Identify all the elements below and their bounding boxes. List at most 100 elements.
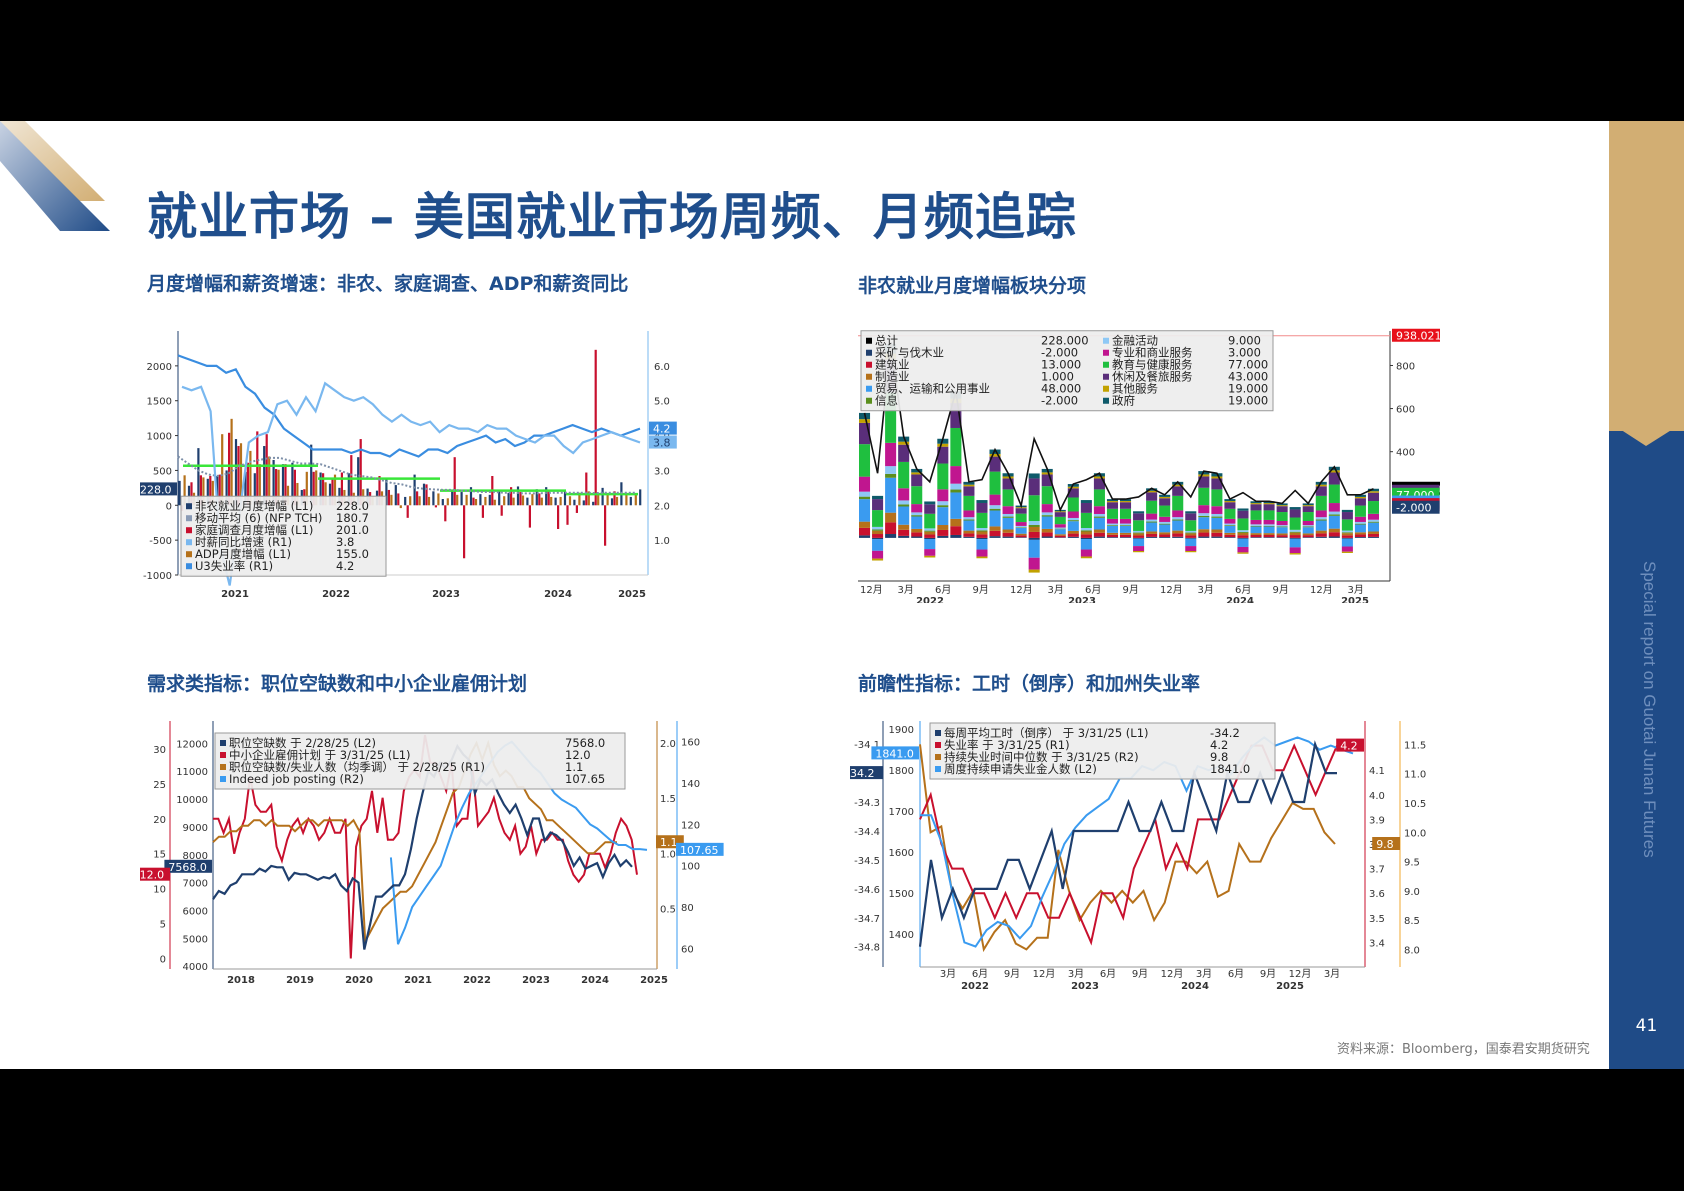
svg-text:12.0: 12.0 xyxy=(140,869,164,882)
svg-text:19.000: 19.000 xyxy=(1228,394,1268,408)
value-tag xyxy=(140,867,170,881)
sidebar: Special report on Guotai Junan Futures xyxy=(1609,121,1684,1069)
svg-text:2022: 2022 xyxy=(463,975,491,986)
svg-text:-34.5: -34.5 xyxy=(854,856,880,867)
svg-text:2024: 2024 xyxy=(544,589,572,600)
value-tag xyxy=(871,746,919,760)
svg-text:11.0: 11.0 xyxy=(1404,770,1426,781)
svg-text:教育与健康服务: 教育与健康服务 xyxy=(1112,358,1193,372)
svg-text:9.5: 9.5 xyxy=(1404,858,1420,869)
svg-text:3月: 3月 xyxy=(1198,584,1214,596)
svg-text:107.65: 107.65 xyxy=(565,772,605,786)
svg-text:2021: 2021 xyxy=(404,975,432,986)
svg-text:4000: 4000 xyxy=(183,962,208,973)
section-heading-demand: 需求类指标：职位空缺数和中小企业雇佣计划 xyxy=(147,673,528,695)
svg-text:3.7: 3.7 xyxy=(1369,865,1385,876)
svg-text:2025: 2025 xyxy=(640,975,668,986)
svg-text:8000: 8000 xyxy=(183,851,208,862)
svg-text:1.1: 1.1 xyxy=(565,760,583,774)
svg-text:3.9: 3.9 xyxy=(1369,815,1385,826)
svg-text:140: 140 xyxy=(681,779,700,790)
svg-text:失业率 于 3/31/25 (R1): 失业率 于 3/31/25 (R1) xyxy=(944,738,1070,752)
svg-text:228.0: 228.0 xyxy=(140,483,172,496)
svg-text:6月: 6月 xyxy=(935,584,951,596)
svg-text:1600: 1600 xyxy=(889,848,914,859)
svg-text:4.2: 4.2 xyxy=(653,423,671,436)
svg-text:U3失业率 (R1): U3失业率 (R1) xyxy=(195,559,273,573)
value-tag xyxy=(1372,837,1400,850)
value-tag xyxy=(1392,500,1440,514)
svg-text:10.5: 10.5 xyxy=(1404,799,1426,810)
svg-text:3月: 3月 xyxy=(1348,584,1364,596)
svg-text:800: 800 xyxy=(1396,361,1415,372)
svg-text:5.0: 5.0 xyxy=(654,397,670,408)
svg-text:4.0: 4.0 xyxy=(1369,791,1385,802)
svg-text:6月: 6月 xyxy=(1100,968,1116,980)
svg-text:0: 0 xyxy=(166,501,172,512)
svg-text:100: 100 xyxy=(681,862,700,873)
series-line xyxy=(177,455,636,495)
svg-text:3月: 3月 xyxy=(940,968,956,980)
svg-text:9月: 9月 xyxy=(1123,584,1139,596)
svg-text:3月: 3月 xyxy=(1048,584,1064,596)
chart-payrolls: 2000150010005000-500-10006.05.04.03.02.0… xyxy=(140,313,720,603)
svg-text:7000: 7000 xyxy=(183,879,208,890)
svg-text:2.0: 2.0 xyxy=(654,501,670,512)
value-tag xyxy=(649,421,677,435)
source-note: 资料来源：Bloomberg，国泰君安期货研究 xyxy=(1337,1042,1590,1057)
svg-text:6000: 6000 xyxy=(183,906,208,917)
svg-text:3.5: 3.5 xyxy=(1369,914,1385,925)
page-title: 就业市场 – 美国就业市场周频、月频追踪 xyxy=(147,188,1077,246)
svg-text:160: 160 xyxy=(681,738,700,749)
svg-text:-500: -500 xyxy=(149,536,172,547)
svg-text:2022: 2022 xyxy=(961,981,989,992)
svg-text:15: 15 xyxy=(153,850,166,861)
value-tag xyxy=(676,842,724,856)
svg-text:Indeed job posting (R2): Indeed job posting (R2) xyxy=(229,772,364,786)
svg-text:总计: 总计 xyxy=(875,334,898,348)
svg-text:职位空缺数 于 2/28/25 (L2): 职位空缺数 于 2/28/25 (L2) xyxy=(229,736,376,750)
svg-text:120: 120 xyxy=(681,820,700,831)
svg-text:-34.8: -34.8 xyxy=(854,943,880,954)
svg-text:金融活动: 金融活动 xyxy=(1112,334,1158,348)
section-heading-sectors: 非农就业月度增幅板块分项 xyxy=(858,275,1087,297)
svg-text:11.5: 11.5 xyxy=(1404,740,1426,751)
svg-text:2023: 2023 xyxy=(1071,981,1099,992)
svg-text:2018: 2018 xyxy=(227,975,255,986)
svg-text:9.000: 9.000 xyxy=(1228,334,1261,348)
svg-text:-34.7: -34.7 xyxy=(854,914,880,925)
svg-text:10.0: 10.0 xyxy=(1404,828,1426,839)
value-tag xyxy=(1392,328,1440,342)
corner-decoration xyxy=(0,121,110,231)
svg-text:1000: 1000 xyxy=(147,432,172,443)
svg-text:9.0: 9.0 xyxy=(1404,887,1420,898)
chevron-shape xyxy=(1609,416,1684,446)
legend-box xyxy=(214,732,626,790)
svg-text:贸易、运输和公用事业: 贸易、运输和公用事业 xyxy=(875,382,990,396)
svg-text:-34.6: -34.6 xyxy=(854,885,880,896)
svg-text:2021: 2021 xyxy=(221,589,249,600)
svg-text:12.0: 12.0 xyxy=(565,748,591,762)
svg-text:12月: 12月 xyxy=(1033,968,1056,980)
svg-text:-1000: -1000 xyxy=(143,571,172,582)
svg-text:60: 60 xyxy=(681,944,694,955)
svg-text:3.000: 3.000 xyxy=(1228,346,1261,360)
svg-text:48.000: 48.000 xyxy=(1041,382,1081,396)
svg-text:9月: 9月 xyxy=(1260,968,1276,980)
svg-text:12月: 12月 xyxy=(1310,584,1333,596)
svg-text:10: 10 xyxy=(153,885,166,896)
svg-text:400: 400 xyxy=(1396,448,1415,459)
svg-text:500: 500 xyxy=(153,466,172,477)
svg-text:1700: 1700 xyxy=(889,807,914,818)
svg-text:12月: 12月 xyxy=(1160,584,1183,596)
svg-text:ADP月度增幅 (L1): ADP月度增幅 (L1) xyxy=(195,547,291,561)
svg-text:9.8: 9.8 xyxy=(1376,838,1394,851)
svg-text:9月: 9月 xyxy=(1132,968,1148,980)
svg-text:4.1: 4.1 xyxy=(1369,766,1385,777)
svg-text:政府: 政府 xyxy=(1112,394,1135,408)
svg-text:持续失业时间中位数 于 3/31/25 (R2): 持续失业时间中位数 于 3/31/25 (R2) xyxy=(944,750,1139,764)
svg-text:2000: 2000 xyxy=(147,362,172,373)
svg-text:10000: 10000 xyxy=(176,795,208,806)
svg-text:1.1: 1.1 xyxy=(660,836,678,849)
svg-text:3月: 3月 xyxy=(898,584,914,596)
